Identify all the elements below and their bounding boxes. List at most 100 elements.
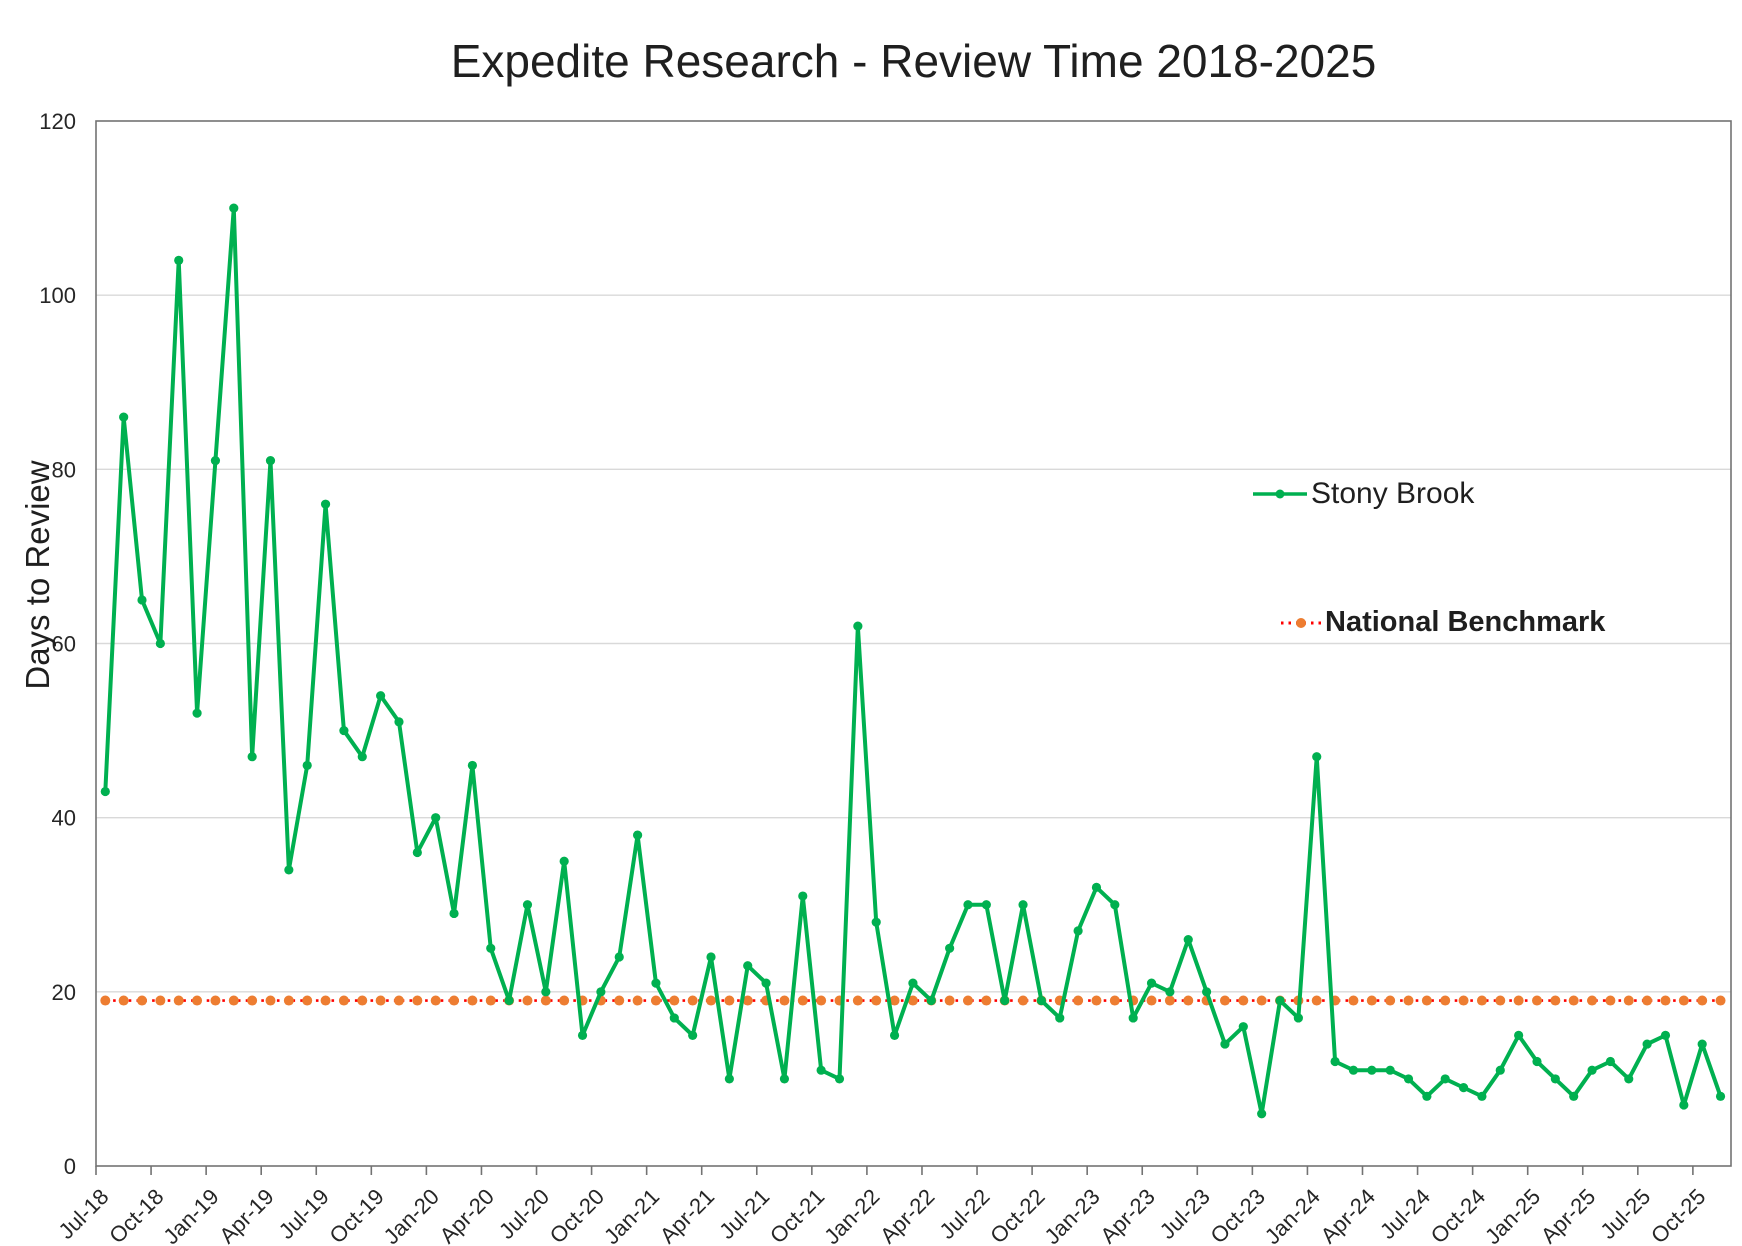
- benchmark-marker: [706, 995, 717, 1006]
- benchmark-marker: [1183, 995, 1194, 1006]
- data-point: [1403, 1074, 1414, 1084]
- data-point: [724, 1074, 734, 1084]
- data-point: [1715, 1091, 1726, 1101]
- benchmark-marker: [449, 995, 460, 1006]
- data-point: [1458, 1083, 1469, 1093]
- x-tick-label-Oct-24: Oct-24: [1426, 1184, 1490, 1246]
- data-point: [1422, 1091, 1432, 1101]
- data-point: [1275, 995, 1285, 1006]
- benchmark-marker: [687, 995, 698, 1006]
- data-point: [357, 752, 367, 762]
- data-point: [1569, 1091, 1579, 1101]
- benchmark-marker: [779, 995, 790, 1006]
- data-point: [779, 1074, 790, 1084]
- data-point: [559, 856, 569, 866]
- benchmark-marker: [1385, 995, 1396, 1006]
- benchmark-marker: [1164, 995, 1175, 1006]
- benchmark-marker: [1219, 995, 1230, 1006]
- benchmark-marker: [1073, 995, 1084, 1006]
- data-point: [1514, 1030, 1524, 1040]
- data-point: [1367, 1065, 1377, 1075]
- data-point: [981, 900, 991, 910]
- data-point: [743, 961, 753, 971]
- data-point: [155, 638, 165, 649]
- benchmark-marker: [632, 995, 643, 1006]
- data-point: [1000, 995, 1010, 1006]
- data-point: [137, 595, 147, 605]
- benchmark-marker: [375, 995, 386, 1006]
- x-tick-label-Jul-21: Jul-21: [714, 1184, 774, 1244]
- x-tick-label-Jan-19: Jan-19: [158, 1184, 223, 1246]
- data-point: [247, 752, 257, 762]
- benchmark-dotted-line-sample-icon: [1281, 617, 1321, 628]
- benchmark-marker: [540, 995, 551, 1006]
- data-point: [1642, 1039, 1652, 1049]
- benchmark-marker: [1348, 995, 1359, 1006]
- data-point: [1550, 1074, 1560, 1084]
- data-point: [467, 760, 477, 771]
- benchmark-marker: [981, 995, 992, 1006]
- benchmark-marker: [816, 995, 827, 1006]
- benchmark-marker: [100, 995, 111, 1006]
- data-point: [1165, 987, 1175, 997]
- benchmark-marker: [247, 995, 258, 1006]
- data-point: [798, 891, 808, 901]
- data-point: [632, 830, 643, 840]
- data-point: [816, 1065, 826, 1075]
- x-tick-label-Jul-24: Jul-24: [1375, 1184, 1435, 1244]
- benchmark-marker: [265, 995, 276, 1006]
- benchmark-marker: [137, 995, 148, 1006]
- data-point: [1495, 1065, 1505, 1075]
- x-tick-label-Jan-21: Jan-21: [599, 1184, 664, 1246]
- x-tick-label-Jan-20: Jan-20: [379, 1184, 444, 1246]
- benchmark-marker: [485, 995, 496, 1006]
- x-tick-label-Oct-23: Oct-23: [1206, 1184, 1270, 1246]
- data-point: [1532, 1056, 1542, 1067]
- stony-brook-line: [103, 206, 1723, 1116]
- data-point: [1697, 1039, 1707, 1049]
- data-point: [1055, 1013, 1065, 1023]
- data-point: [376, 691, 386, 701]
- x-tick-label-Jul-22: Jul-22: [935, 1184, 995, 1244]
- data-point: [1440, 1074, 1450, 1084]
- benchmark-marker: [1440, 995, 1451, 1006]
- data-point: [229, 203, 239, 213]
- benchmark-marker: [467, 995, 478, 1006]
- x-tick-label-Jan-23: Jan-23: [1039, 1184, 1104, 1246]
- benchmark-marker: [430, 995, 441, 1006]
- data-point: [834, 1074, 845, 1084]
- benchmark-marker: [871, 995, 882, 1006]
- data-point: [1128, 1013, 1138, 1023]
- legend-label-stony-brook: Stony Brook: [1311, 477, 1475, 510]
- benchmark-marker: [1605, 995, 1616, 1006]
- benchmark-marker: [1513, 995, 1524, 1006]
- y-tick-label-40: 40: [52, 806, 76, 831]
- benchmark-marker: [1550, 995, 1561, 1006]
- x-tick-label-Oct-19: Oct-19: [324, 1184, 388, 1246]
- benchmark-marker: [944, 995, 955, 1006]
- benchmark-marker: [228, 995, 239, 1006]
- data-point: [1202, 987, 1212, 997]
- data-point: [1348, 1065, 1359, 1075]
- data-point: [889, 1030, 900, 1040]
- data-point: [1091, 882, 1102, 892]
- data-point: [1660, 1030, 1671, 1040]
- x-tick-label-Jul-23: Jul-23: [1155, 1184, 1215, 1244]
- x-tick-label-Apr-23: Apr-23: [1095, 1184, 1159, 1246]
- chart-title: Expedite Research - Review Time 2018-202…: [450, 35, 1377, 87]
- y-tick-label-60: 60: [52, 632, 76, 657]
- x-tick-label-Apr-19: Apr-19: [214, 1184, 278, 1246]
- benchmark-marker: [1642, 995, 1653, 1006]
- benchmark-marker: [283, 995, 294, 1006]
- data-point: [302, 760, 312, 771]
- y-tick-label-0: 0: [64, 1154, 76, 1179]
- benchmark-marker: [1660, 995, 1671, 1006]
- data-point: [945, 943, 955, 953]
- data-point: [1587, 1065, 1597, 1075]
- benchmark-marker: [1018, 995, 1029, 1006]
- data-point: [265, 456, 276, 466]
- legend-item-national-benchmark: National Benchmark: [1281, 606, 1605, 639]
- data-point: [210, 456, 221, 466]
- benchmark-marker: [1366, 995, 1377, 1006]
- data-point: [871, 917, 881, 927]
